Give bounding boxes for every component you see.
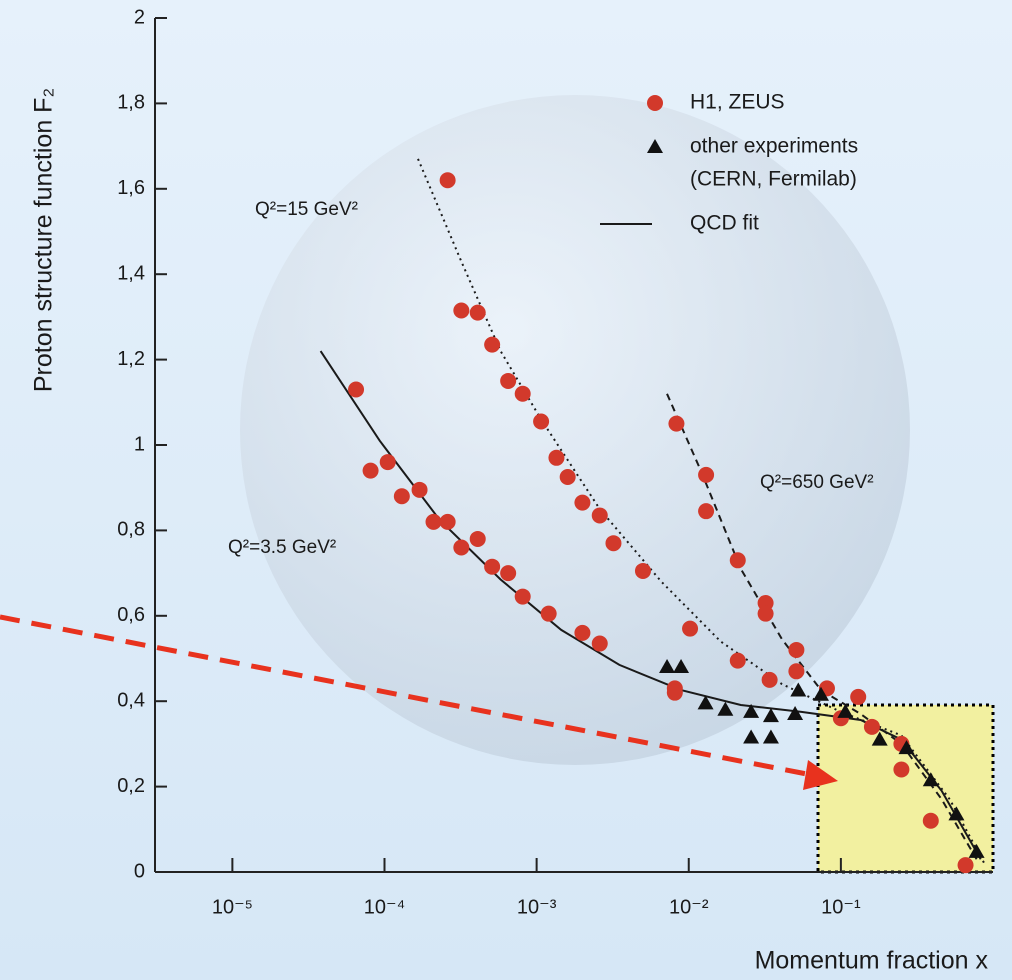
data-point [666, 684, 683, 701]
y-tick-label: 1,2 [117, 348, 145, 370]
data-point [762, 708, 779, 723]
data-point [533, 413, 550, 430]
y-tick-label: 1,6 [117, 177, 145, 199]
y-tick-label: 0,8 [117, 519, 145, 541]
data-point [729, 552, 746, 569]
y-tick-label: 1,4 [117, 262, 145, 284]
data-point [788, 663, 805, 680]
legend-label: other experiments [690, 135, 858, 158]
data-point [898, 740, 915, 755]
data-point [922, 812, 939, 829]
y-tick-label: 1 [134, 433, 145, 455]
data-point [837, 703, 854, 718]
x-axis-label: Momentum fraction x [755, 947, 989, 975]
x-tick-label: 10⁻⁵ [212, 896, 253, 918]
data-point [393, 488, 410, 505]
data-point [574, 624, 591, 641]
arrow-head [803, 760, 838, 790]
data-point [850, 688, 867, 705]
data-point [863, 718, 880, 735]
data-point [484, 336, 501, 353]
data-point [469, 530, 486, 547]
data-point [743, 729, 760, 744]
x-tick-label: 10⁻³ [517, 896, 557, 918]
y-tick-label: 0,4 [117, 689, 145, 711]
data-point [500, 565, 517, 582]
y-tick-label: 0 [134, 860, 145, 882]
data-point [514, 385, 531, 402]
data-point [379, 454, 396, 471]
data-point [698, 466, 715, 483]
legend-label: H1, ZEUS [690, 91, 785, 114]
curve-annotation: Q²=3.5 GeV² [228, 537, 336, 558]
data-point [425, 513, 442, 530]
x-tick-label: 10⁻⁴ [364, 896, 405, 918]
legend-marker [647, 139, 663, 153]
data-point [787, 706, 804, 721]
data-point [634, 562, 651, 579]
legend-marker [647, 95, 663, 111]
data-point [717, 701, 734, 716]
data-point [411, 481, 428, 498]
data-point [559, 469, 576, 486]
curve-annotation: Q²=650 GeV² [760, 472, 874, 493]
data-point [757, 605, 774, 622]
highlight-box [816, 703, 995, 874]
data-point [698, 503, 715, 520]
data-point [697, 695, 714, 710]
data-point [729, 652, 746, 669]
data-point [762, 729, 779, 744]
x-tick-label: 10⁻¹ [821, 896, 861, 918]
data-point [948, 806, 965, 821]
data-point [348, 381, 365, 398]
y-tick-label: 0,6 [117, 604, 145, 626]
data-point [500, 372, 517, 389]
data-point [591, 635, 608, 652]
arrow-line [0, 614, 813, 778]
data-point [453, 302, 470, 319]
legend-label: QCD fit [690, 212, 759, 235]
data-point [743, 703, 760, 718]
data-point [659, 659, 676, 674]
data-point [968, 843, 985, 858]
data-point [893, 761, 910, 778]
data-point [574, 494, 591, 511]
proton-sphere [240, 95, 910, 765]
data-point [682, 620, 699, 637]
data-point [788, 641, 805, 658]
data-point [548, 449, 565, 466]
data-point [453, 539, 470, 556]
data-point [790, 682, 807, 697]
data-point [514, 588, 531, 605]
data-point [673, 659, 690, 674]
data-point [540, 605, 557, 622]
data-point [957, 857, 974, 874]
y-tick-label: 2 [134, 6, 145, 28]
legend-label: (CERN, Fermilab) [690, 168, 857, 191]
data-point [668, 415, 685, 432]
data-point [362, 462, 379, 479]
data-point [439, 172, 456, 189]
y-tick-label: 0,2 [117, 775, 145, 797]
data-point [871, 731, 888, 746]
data-point [761, 671, 778, 688]
data-point [591, 507, 608, 524]
x-tick-label: 10⁻² [669, 896, 709, 918]
data-point [812, 686, 829, 701]
data-point [922, 772, 939, 787]
y-axis-label: Proton structure function F₂ [30, 88, 58, 392]
data-point [439, 513, 456, 530]
data-point [605, 535, 622, 552]
plot: 0 0,2 0,4 0,6 0,8 1 1,2 1,4 1,6 1,8 2 10⁻⁵ 10⁻⁴ 10⁻³ 1… [117, 6, 993, 918]
curve-annotation: Q²=15 GeV² [255, 199, 358, 220]
data-point [469, 304, 486, 321]
data-point [484, 558, 501, 575]
y-tick-label: 1,8 [117, 92, 145, 114]
